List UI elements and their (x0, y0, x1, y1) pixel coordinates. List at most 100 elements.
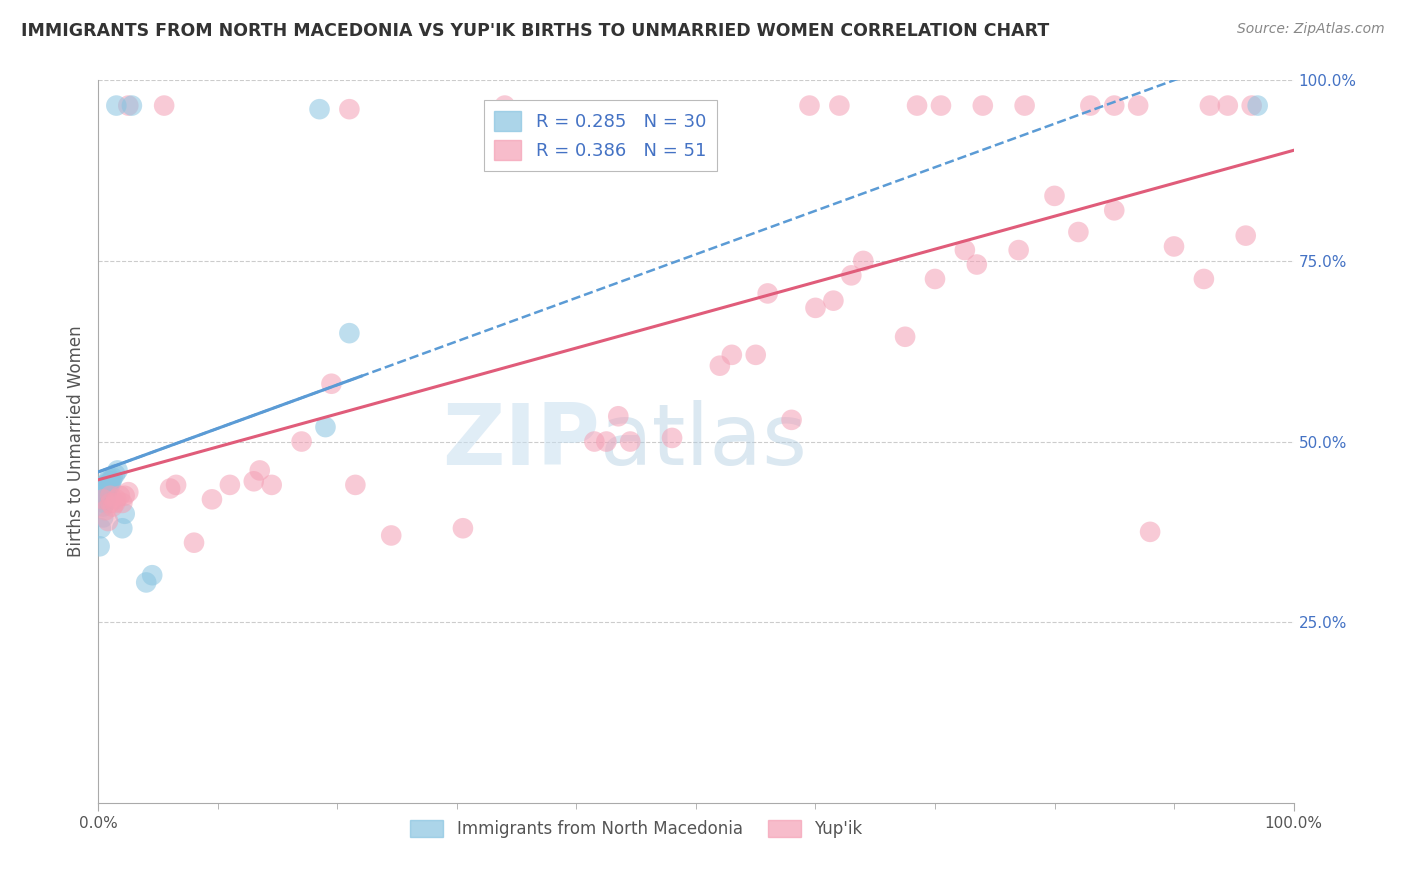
Point (89, 539, 111, 553)
Point (90, 521, 112, 535)
Point (924, 272, 946, 286)
Point (243, 475, 266, 489)
Point (619, 434, 641, 449)
Point (104, 467, 127, 481)
Point (135, 575, 157, 590)
Point (380, 528, 402, 542)
Point (828, 98, 851, 112)
Point (823, 293, 845, 308)
Point (94, 503, 117, 517)
Point (1234, 228, 1257, 243)
Text: atlas: atlas (600, 400, 808, 483)
Point (1067, 225, 1090, 239)
Point (93, 485, 115, 500)
Point (595, 434, 617, 449)
Point (201, 492, 224, 507)
Point (260, 478, 283, 492)
Point (111, 521, 134, 535)
Point (344, 478, 367, 492)
Point (1240, 98, 1263, 112)
Point (96, 478, 118, 492)
Point (98, 475, 122, 489)
Point (756, 286, 779, 301)
Point (661, 431, 683, 445)
Point (114, 507, 136, 521)
Point (97, 482, 120, 496)
Point (339, 326, 361, 340)
Point (117, 98, 139, 112)
Point (799, 98, 821, 112)
Point (98, 489, 122, 503)
Point (1104, 203, 1126, 218)
Point (93, 496, 115, 510)
Point (108, 489, 131, 503)
Point (709, 359, 731, 373)
Legend: Immigrants from North Macedonia, Yup'ik: Immigrants from North Macedonia, Yup'ik (404, 814, 869, 845)
Point (183, 535, 205, 549)
Point (105, 492, 128, 507)
Point (98, 478, 122, 492)
Point (1008, 243, 1031, 257)
Point (451, 521, 474, 535)
Point (91, 485, 114, 500)
Point (953, 243, 976, 257)
Point (107, 463, 129, 477)
Point (219, 478, 242, 492)
Point (929, 98, 952, 112)
Point (91, 489, 114, 503)
Point (494, 98, 516, 112)
Point (321, 376, 343, 391)
Point (1247, 98, 1270, 112)
Point (804, 301, 827, 315)
Y-axis label: Births to Unmarried Women: Births to Unmarried Women (66, 326, 84, 558)
Point (1043, 189, 1066, 203)
Point (721, 348, 744, 362)
Point (117, 485, 139, 500)
Point (91, 510, 114, 524)
Point (780, 413, 803, 427)
Point (159, 482, 181, 496)
Point (852, 253, 875, 268)
Point (114, 489, 136, 503)
Point (104, 496, 127, 510)
Point (745, 348, 768, 362)
Text: ZIP: ZIP (443, 400, 600, 483)
Point (894, 330, 917, 344)
Point (101, 500, 124, 514)
Point (966, 258, 988, 272)
Point (97, 475, 120, 489)
Point (291, 434, 314, 449)
Point (121, 98, 143, 112)
Point (1139, 524, 1161, 539)
Point (1104, 98, 1126, 112)
Point (153, 98, 176, 112)
Point (1080, 98, 1102, 112)
Point (111, 496, 134, 510)
Point (101, 470, 124, 484)
Point (583, 434, 606, 449)
Point (1192, 272, 1215, 286)
Point (308, 102, 330, 116)
Point (249, 463, 271, 477)
Point (91, 492, 114, 507)
Text: IMMIGRANTS FROM NORTH MACEDONIA VS YUP'IK BIRTHS TO UNMARRIED WOMEN CORRELATION : IMMIGRANTS FROM NORTH MACEDONIA VS YUP'I… (21, 22, 1049, 40)
Point (905, 98, 928, 112)
Point (97, 514, 120, 528)
Point (1014, 98, 1036, 112)
Point (607, 409, 630, 424)
Point (91, 492, 114, 507)
Point (972, 98, 994, 112)
Point (98, 470, 121, 484)
Point (98, 496, 122, 510)
Point (100, 475, 122, 489)
Point (91, 500, 114, 514)
Point (93, 478, 115, 492)
Point (96, 485, 118, 500)
Point (94, 482, 117, 496)
Point (1216, 98, 1239, 112)
Point (1199, 98, 1222, 112)
Text: Source: ZipAtlas.com: Source: ZipAtlas.com (1237, 22, 1385, 37)
Point (339, 102, 361, 116)
Point (105, 98, 128, 112)
Point (94, 492, 117, 507)
